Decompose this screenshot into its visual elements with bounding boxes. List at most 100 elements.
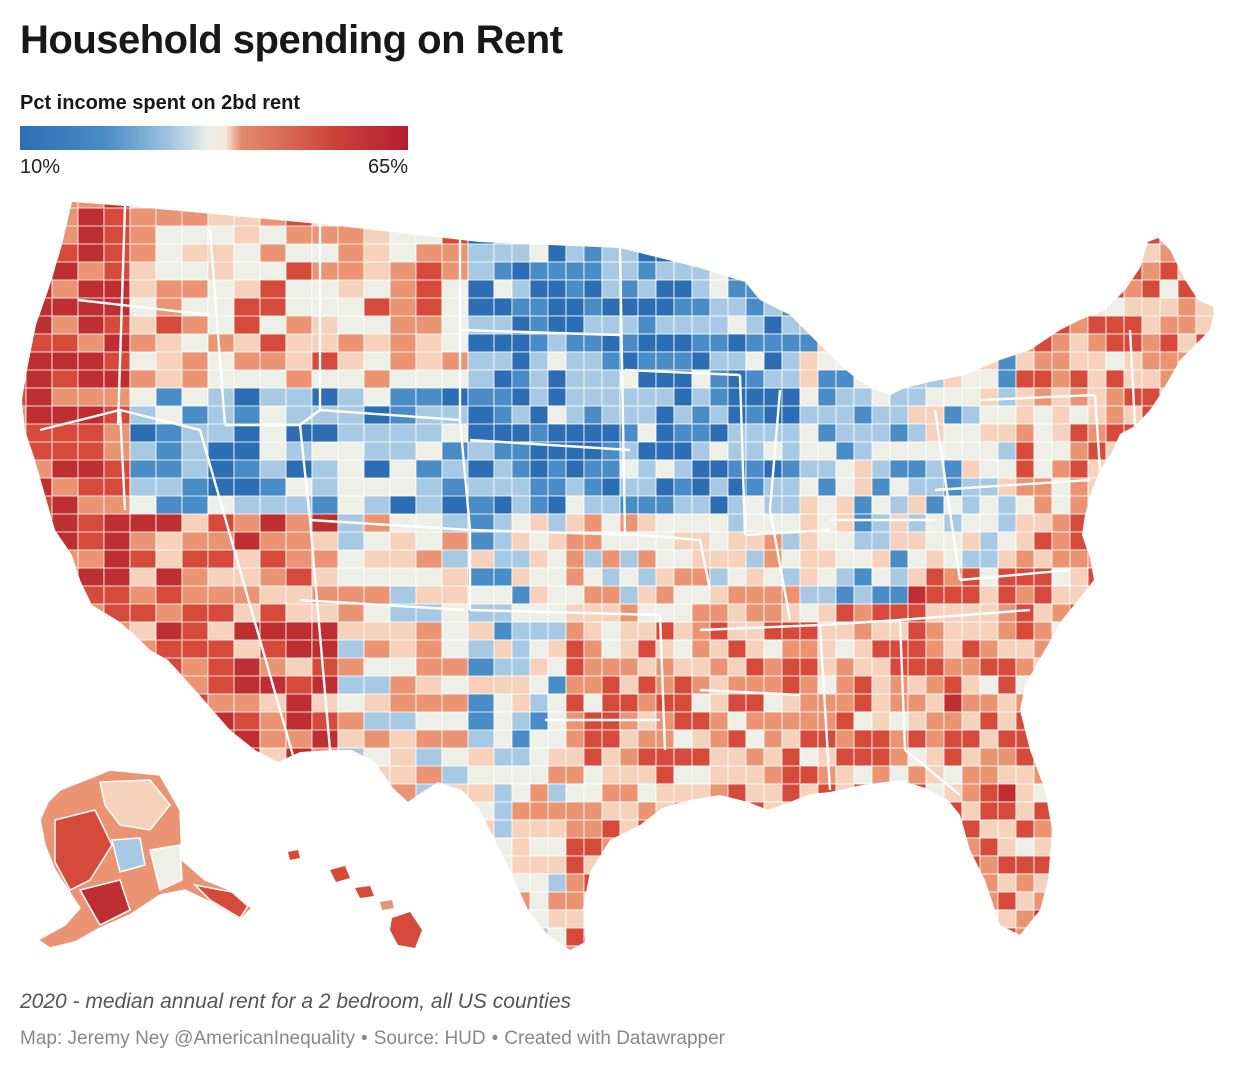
county-cell	[337, 783, 365, 811]
county-cell	[1015, 225, 1035, 245]
county-cell	[547, 513, 567, 533]
county-cell	[601, 315, 621, 335]
county-cell	[871, 765, 891, 785]
county-cell	[103, 639, 131, 667]
county-cell	[997, 531, 1017, 551]
county-cell	[763, 369, 783, 389]
county-cell	[871, 729, 891, 749]
county-cell	[389, 873, 417, 901]
county-cell	[1033, 531, 1053, 551]
county-cell	[1015, 441, 1035, 461]
county-cell	[745, 621, 765, 641]
county-cell	[259, 819, 287, 847]
county-cell	[415, 873, 443, 901]
county-cell	[637, 585, 657, 605]
county-cell	[25, 603, 53, 631]
county-cell	[363, 819, 391, 847]
county-cell	[493, 837, 513, 857]
county-cell	[853, 693, 873, 713]
county-cell	[889, 459, 909, 479]
county-cell	[943, 459, 963, 479]
county-cell	[997, 243, 1017, 263]
county-cell	[1213, 351, 1215, 371]
county-cell	[529, 279, 549, 299]
county-cell	[1232, 568, 1240, 586]
county-cell	[467, 202, 495, 217]
county-cell	[763, 495, 783, 515]
county-cell	[259, 945, 287, 950]
county-cell	[727, 819, 747, 839]
county-cell	[1141, 279, 1161, 299]
county-cell	[961, 531, 981, 551]
county-cell	[799, 603, 819, 623]
county-cell	[583, 243, 603, 263]
county-cell	[1195, 639, 1215, 659]
county-cell	[511, 202, 531, 209]
county-cell	[1015, 315, 1035, 335]
county-cell	[181, 927, 209, 950]
county-cell	[1123, 441, 1143, 461]
county-cell	[565, 585, 585, 605]
county-cell	[1123, 891, 1143, 911]
legend-max-label: 65%	[367, 156, 408, 178]
county-cell	[181, 765, 209, 793]
county-cell	[285, 837, 313, 865]
county-cell	[727, 927, 747, 947]
county-cell	[853, 261, 873, 281]
county-cell	[529, 567, 549, 587]
county-cell	[709, 891, 729, 911]
county-cell	[1177, 369, 1197, 389]
county-cell	[565, 891, 585, 911]
county-cell	[415, 945, 443, 950]
county-cell	[655, 855, 675, 875]
county-cell	[511, 567, 531, 587]
county-cell	[871, 477, 891, 497]
county-cell	[1087, 621, 1107, 641]
county-cell	[745, 711, 765, 731]
county-cell	[889, 855, 909, 875]
county-cell	[511, 297, 531, 317]
county-cell	[889, 927, 909, 947]
county-cell	[727, 657, 747, 677]
county-cell	[709, 621, 729, 641]
county-cell	[709, 927, 729, 947]
county-cell	[25, 207, 53, 235]
county-cell	[601, 405, 621, 425]
county-cell	[529, 693, 549, 713]
county-cell	[1052, 964, 1070, 970]
county-cell	[997, 423, 1017, 443]
county-cell	[1232, 910, 1240, 928]
county-cell	[1232, 784, 1240, 802]
county-cell	[691, 495, 711, 515]
county-cell	[1177, 801, 1197, 821]
county-cell	[493, 495, 513, 515]
county-cell	[511, 225, 531, 245]
county-cell	[22, 819, 27, 847]
county-cell	[1159, 549, 1179, 569]
county-cell	[979, 927, 999, 947]
county-cell	[601, 225, 621, 245]
county-cell	[1141, 801, 1161, 821]
county-cell	[619, 945, 639, 950]
county-cell	[529, 369, 549, 389]
county-cell	[727, 837, 747, 857]
county-cell	[799, 441, 819, 461]
county-cell	[871, 495, 891, 515]
county-cell	[1141, 639, 1161, 659]
county-cell	[1015, 873, 1035, 893]
county-cell	[493, 567, 513, 587]
county-cell	[1033, 297, 1053, 317]
county-cell	[799, 202, 819, 209]
county-cell	[745, 387, 765, 407]
county-cell	[1033, 603, 1053, 623]
county-cell	[1033, 945, 1053, 950]
county-cell	[22, 441, 27, 469]
county-cell	[673, 387, 693, 407]
county-cell	[763, 765, 783, 785]
county-cell	[565, 441, 585, 461]
county-cell	[943, 747, 963, 767]
county-cell	[1159, 675, 1179, 695]
county-cell	[1087, 675, 1107, 695]
county-cell	[1051, 837, 1071, 857]
county-cell	[415, 783, 443, 811]
